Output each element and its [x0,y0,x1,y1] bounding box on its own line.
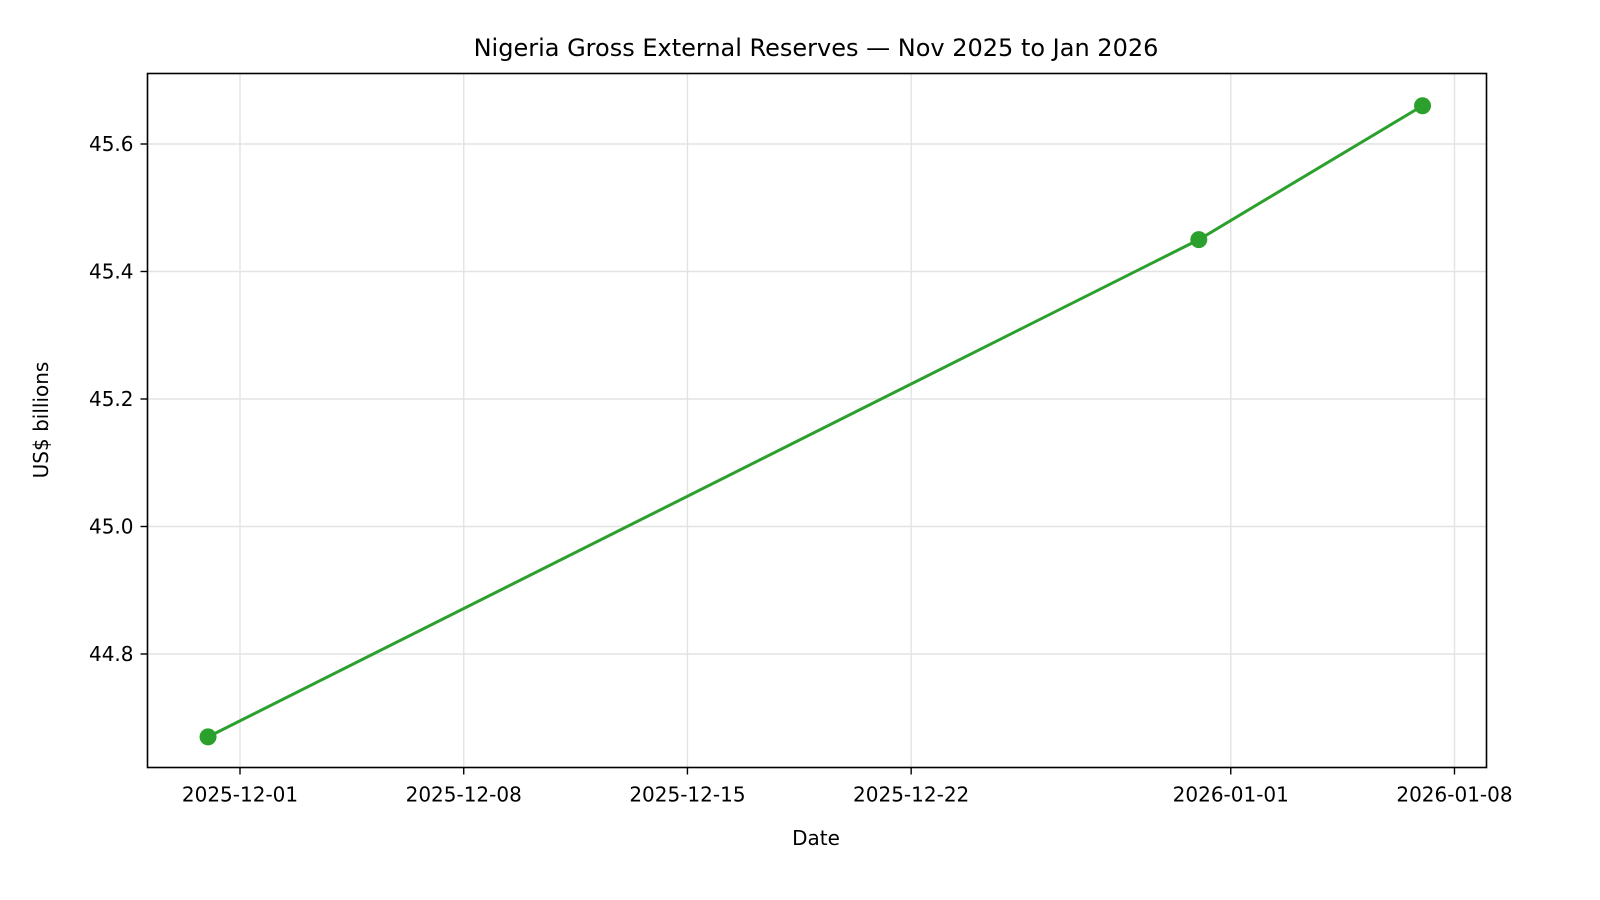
x-tick-label: 2025-12-01 [182,783,298,807]
data-series [199,97,1432,746]
y-tick-label: 45.6 [89,132,134,156]
data-point-marker [1414,97,1432,115]
y-tick-label: 44.8 [89,642,134,666]
data-point-marker [1190,231,1208,249]
x-axis-label: Date [792,826,840,850]
data-point-marker [199,728,217,746]
series-line [207,104,1424,739]
grid-lines [147,73,1487,768]
x-axis-ticks: 2025-12-01 2025-12-08 2025-12-15 2025-12-22… [182,767,1513,807]
y-axis-label: US$ billions [29,362,53,479]
x-tick-label: 2025-12-15 [629,783,745,807]
y-tick-label: 45.4 [89,260,134,284]
x-tick-label: 2025-12-22 [853,783,969,807]
x-tick-label: 2026-01-01 [1173,783,1289,807]
y-tick-label: 45.2 [89,387,134,411]
y-axis-ticks: 44.8 45.0 45.2 45.4 45.6 [89,132,148,666]
axes-frame [146,72,1488,769]
x-tick-label: 2025-12-08 [406,783,522,807]
x-tick-label: 2026-01-08 [1396,783,1512,807]
chart-title: Nigeria Gross External Reserves — Nov 20… [474,34,1159,62]
y-tick-label: 45.0 [89,515,134,539]
